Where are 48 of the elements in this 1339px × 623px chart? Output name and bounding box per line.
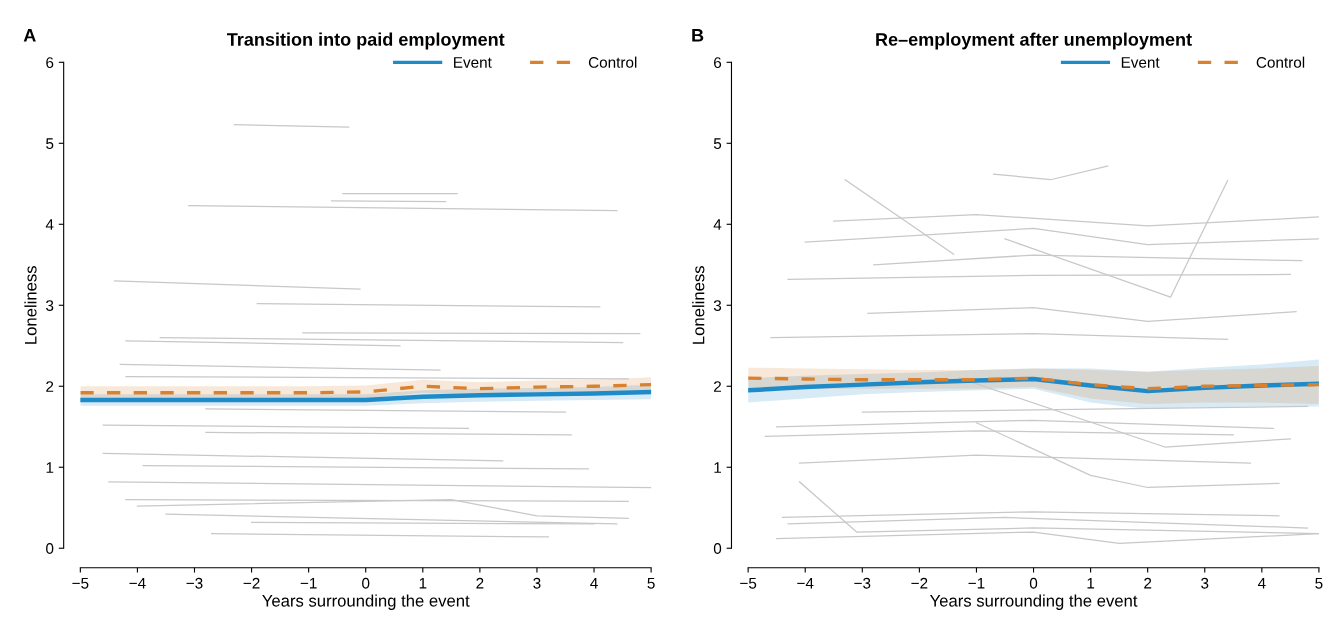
x-tick-label: 2 — [1144, 577, 1152, 589]
y-tick-label: 0 — [46, 543, 54, 554]
y-tick-label: 2 — [714, 381, 721, 392]
x-tick-label: 0 — [362, 577, 370, 589]
text: B — [692, 29, 704, 42]
x-tick-label: 3 — [533, 577, 541, 589]
x-tick-label: −4 — [129, 577, 146, 589]
y-tick-label: 1 — [46, 462, 54, 473]
y-tick-label: 4 — [713, 219, 722, 230]
x-tick-label: 4 — [590, 577, 598, 589]
chart-title: Transition into paid employment — [227, 32, 505, 50]
y-tick-label: 3 — [713, 300, 722, 311]
y-axis-title: Loneliness — [24, 266, 37, 344]
chart-title: Re–employment after unemployment — [876, 32, 1192, 50]
x-tick-label: −5 — [740, 577, 757, 589]
y-tick-label: 5 — [713, 138, 722, 149]
y-tick-label: 0 — [713, 543, 722, 554]
y-tick-label: 6 — [714, 57, 722, 68]
x-tick-label: 1 — [419, 577, 427, 589]
x-tick-label: 3 — [1201, 577, 1209, 589]
x-tick-label: −4 — [797, 577, 814, 589]
x-tick-label: −3 — [186, 577, 203, 589]
x-tick-label: −1 — [300, 577, 317, 589]
y-tick-label: 2 — [46, 381, 54, 392]
x-axis-title: Years surrounding the event — [929, 594, 1138, 610]
x-tick-label: 1 — [1087, 577, 1095, 589]
text: A — [23, 29, 36, 42]
legend-label: Control — [588, 56, 637, 68]
x-tick-label: −2 — [911, 577, 928, 589]
y-tick-label: 1 — [714, 462, 722, 473]
x-tick-label: −2 — [243, 577, 260, 589]
x-tick-label: −3 — [854, 577, 871, 589]
legend-label: Event — [454, 57, 492, 68]
x-tick-label: 5 — [647, 577, 655, 589]
y-tick-label: 6 — [46, 57, 54, 68]
x-tick-label: −1 — [968, 577, 985, 589]
y-tick-label: 4 — [45, 219, 54, 230]
x-tick-label: −5 — [72, 577, 89, 589]
x-axis-title: Years surrounding the event — [262, 594, 470, 610]
y-tick-label: 5 — [46, 138, 54, 149]
legend-label: Control — [1256, 56, 1305, 68]
x-tick-label: 2 — [476, 577, 484, 589]
y-axis-title: Loneliness — [692, 266, 705, 344]
y-tick-label: 3 — [46, 300, 54, 311]
legend-label: Event — [1121, 57, 1160, 68]
x-tick-label: 0 — [1029, 577, 1038, 589]
x-tick-label: 4 — [1257, 577, 1266, 589]
x-tick-label: 5 — [1315, 577, 1323, 589]
